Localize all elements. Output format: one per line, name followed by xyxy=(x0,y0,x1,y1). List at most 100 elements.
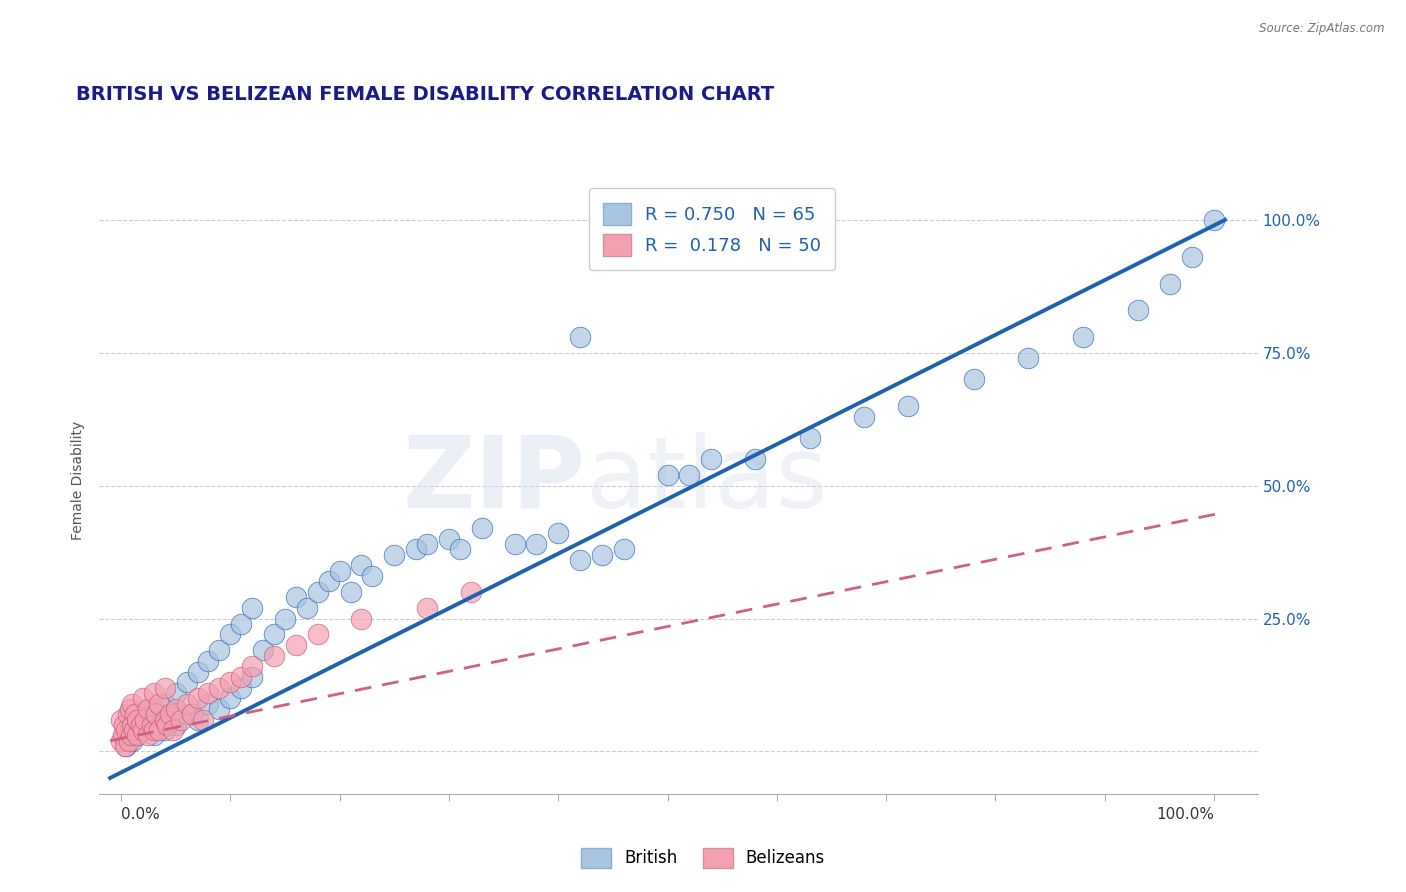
Point xyxy=(122,723,145,738)
Point xyxy=(219,675,242,690)
Point xyxy=(121,718,143,732)
Point xyxy=(240,659,263,673)
Point xyxy=(197,654,219,668)
Point xyxy=(231,681,253,695)
Point xyxy=(115,739,138,753)
Text: BRITISH VS BELIZEAN FEMALE DISABILITY CORRELATION CHART: BRITISH VS BELIZEAN FEMALE DISABILITY CO… xyxy=(76,86,775,104)
Point xyxy=(1159,277,1181,291)
Point xyxy=(136,718,159,732)
Point xyxy=(142,686,165,700)
Point xyxy=(117,707,139,722)
Point xyxy=(382,548,405,562)
Point xyxy=(191,713,214,727)
Point xyxy=(141,718,163,732)
Point xyxy=(219,691,242,706)
Legend: British, Belizeans: British, Belizeans xyxy=(574,841,832,875)
Point xyxy=(416,537,439,551)
Point xyxy=(121,697,143,711)
Point xyxy=(165,686,187,700)
Point xyxy=(110,713,132,727)
Point xyxy=(657,468,679,483)
Point xyxy=(524,537,547,551)
Point xyxy=(744,452,766,467)
Point xyxy=(136,702,159,716)
Point xyxy=(962,372,984,386)
Point xyxy=(115,723,138,738)
Point xyxy=(613,542,636,557)
Point xyxy=(117,733,139,747)
Point xyxy=(112,718,135,732)
Point xyxy=(1071,330,1094,344)
Point xyxy=(159,707,181,722)
Point xyxy=(132,691,155,706)
Point xyxy=(142,729,165,743)
Text: Source: ZipAtlas.com: Source: ZipAtlas.com xyxy=(1260,22,1385,36)
Point xyxy=(208,643,231,657)
Point xyxy=(208,702,231,716)
Point xyxy=(165,718,187,732)
Point xyxy=(208,681,231,695)
Point xyxy=(114,739,136,753)
Point xyxy=(274,611,297,625)
Point xyxy=(134,713,156,727)
Point xyxy=(263,627,285,641)
Point xyxy=(460,585,482,599)
Point xyxy=(148,697,170,711)
Point xyxy=(127,729,149,743)
Point xyxy=(165,702,187,716)
Point xyxy=(142,702,165,716)
Point xyxy=(547,526,569,541)
Point xyxy=(1017,351,1039,365)
Point xyxy=(120,729,142,743)
Point xyxy=(252,643,274,657)
Point xyxy=(162,723,184,738)
Point xyxy=(186,665,208,679)
Point xyxy=(350,558,373,573)
Point xyxy=(240,670,263,684)
Point xyxy=(176,675,198,690)
Point xyxy=(142,723,165,738)
Point xyxy=(437,532,460,546)
Point xyxy=(471,521,494,535)
Point xyxy=(329,564,352,578)
Point xyxy=(897,399,920,413)
Point xyxy=(170,713,193,727)
Point xyxy=(121,733,143,747)
Point xyxy=(156,718,179,732)
Point xyxy=(416,600,439,615)
Point xyxy=(678,468,700,483)
Point xyxy=(186,713,208,727)
Text: atlas: atlas xyxy=(586,432,827,529)
Point xyxy=(176,707,198,722)
Point xyxy=(129,718,152,732)
Point xyxy=(186,691,208,706)
Point xyxy=(132,707,155,722)
Point xyxy=(503,537,526,551)
Point xyxy=(127,729,149,743)
Point xyxy=(181,707,204,722)
Point xyxy=(1126,303,1149,318)
Point xyxy=(110,733,132,747)
Point xyxy=(136,729,159,743)
Point xyxy=(153,713,176,727)
Point xyxy=(148,723,170,738)
Legend: R = 0.750   N = 65, R =  0.178   N = 50: R = 0.750 N = 65, R = 0.178 N = 50 xyxy=(589,188,835,270)
Point xyxy=(231,616,253,631)
Text: ZIP: ZIP xyxy=(404,432,586,529)
Point xyxy=(853,409,876,424)
Point xyxy=(145,707,167,722)
Point xyxy=(350,611,373,625)
Point xyxy=(700,452,723,467)
Point xyxy=(405,542,427,557)
Text: 100.0%: 100.0% xyxy=(1156,807,1215,822)
Point xyxy=(307,585,329,599)
Point xyxy=(284,591,307,605)
Point xyxy=(318,574,340,589)
Point xyxy=(219,627,242,641)
Point xyxy=(799,431,821,445)
Point xyxy=(124,707,146,722)
Point xyxy=(569,330,592,344)
Y-axis label: Female Disability: Female Disability xyxy=(72,421,86,540)
Point xyxy=(307,627,329,641)
Point xyxy=(153,681,176,695)
